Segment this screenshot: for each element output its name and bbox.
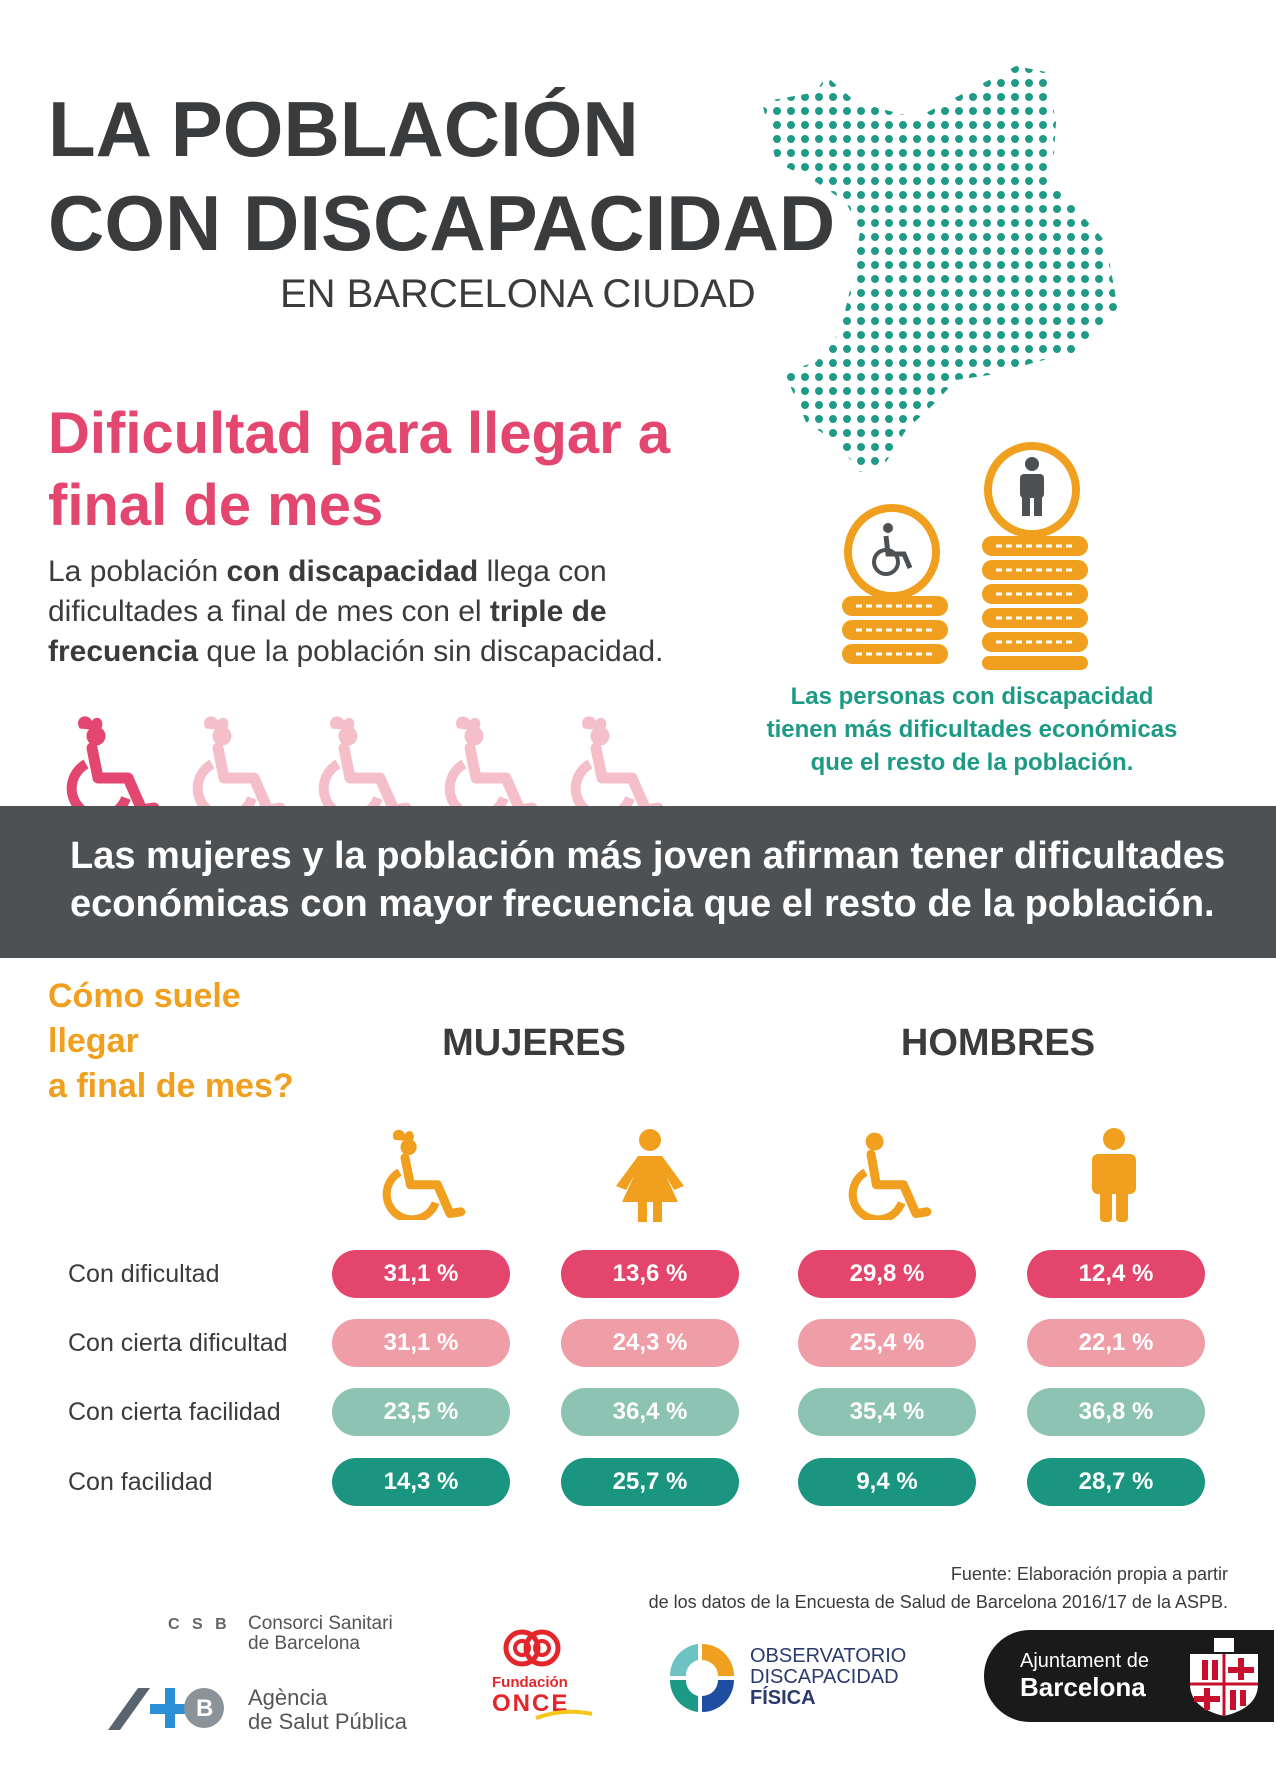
wheelchair-icon <box>848 1132 932 1220</box>
odf-line-1: OBSERVATORIO <box>750 1645 907 1667</box>
row-label-con-facilidad: Con facilidad <box>68 1468 213 1496</box>
value-pill: 22,1 % <box>1027 1319 1205 1367</box>
coin-stack-icon <box>842 442 1088 670</box>
once-swoosh-icon <box>535 1709 593 1720</box>
value-pill: 29,8 % <box>798 1250 976 1298</box>
intro-bold-2: triple de frecuencia <box>48 595 607 668</box>
value-pill: 23,5 % <box>332 1388 510 1436</box>
value-pill: 12,4 % <box>1027 1250 1205 1298</box>
value-pill: 9,4 % <box>798 1458 976 1506</box>
value-pill: 28,7 % <box>1027 1458 1205 1506</box>
wheelchair-icon <box>576 717 658 817</box>
section-heading-line-1: Dificultad para llegar a <box>48 401 671 466</box>
coins-caption-line-2: tienen más dificultades económicas <box>766 716 1178 743</box>
intro-bold-1: con discapacidad <box>226 555 479 588</box>
value-pill: 31,1 % <box>332 1319 510 1367</box>
source-note: Fuente: Elaboración propia a partir de l… <box>649 1560 1228 1616</box>
value-pill: 36,8 % <box>1027 1388 1205 1436</box>
ajb-line-2: Barcelona <box>1020 1672 1146 1702</box>
intro-text-1: La población <box>48 555 227 588</box>
wheelchair-icon <box>450 717 532 817</box>
source-line-1: Fuente: Elaboración propia a partir <box>950 1564 1228 1584</box>
title-line-2: CON DISCAPACIDAD <box>48 179 836 267</box>
once-logo-icon <box>503 1629 561 1667</box>
section-heading-line-2: final de mes <box>48 473 384 538</box>
svg-text:B: B <box>196 1695 213 1722</box>
aspb-logo-icon: B <box>108 1688 224 1730</box>
csb-logo-text: Consorci Sanitari de Barcelona <box>248 1614 393 1654</box>
value-pill: 25,4 % <box>798 1319 976 1367</box>
question-line-1: Cómo suele <box>48 977 241 1015</box>
section-heading: Dificultad para llegar a final de mes <box>48 398 728 542</box>
intro-text-3: que la población sin discapacidad. <box>198 635 664 668</box>
group-header-men: HOMBRES <box>900 1022 1096 1064</box>
observatorio-logo-icon <box>669 1644 734 1712</box>
ajb-line-1: Ajuntament de <box>1020 1650 1149 1672</box>
row-label-cierta-dificultad: Con cierta dificultad <box>68 1329 288 1357</box>
csb-line-1: Consorci Sanitari <box>248 1613 393 1634</box>
value-pill: 13,6 % <box>561 1250 739 1298</box>
ajuntament-logo-text: Ajuntament de Barcelona <box>1020 1648 1149 1700</box>
intro-paragraph: La población con discapacidad llega con … <box>48 552 748 672</box>
csb-logo-mark: C S B <box>168 1616 231 1633</box>
wheelchair-icon <box>382 1129 466 1220</box>
coins-caption-line-1: Las personas con discapacidad <box>790 683 1154 710</box>
value-pill: 36,4 % <box>561 1388 739 1436</box>
banner-line-2: económicas con mayor frecuencia que el r… <box>70 883 1215 925</box>
odf-line-3: FÍSICA <box>750 1687 816 1709</box>
barcelona-shield-icon <box>1190 1638 1258 1716</box>
page-title: LA POBLACIÓN CON DISCAPACIDAD <box>48 82 835 270</box>
source-line-2: de los datos de la Encuesta de Salud de … <box>648 1592 1228 1612</box>
group-header-women: MUJERES <box>442 1022 626 1064</box>
highlight-banner <box>0 806 1276 958</box>
woman-icon <box>616 1129 684 1222</box>
aspb-logo-text: Agència de Salut Pública <box>248 1686 407 1734</box>
coins-caption: Las personas con discapacidad tienen más… <box>732 680 1212 779</box>
value-pill: 31,1 % <box>332 1250 510 1298</box>
title-line-1: LA POBLACIÓN <box>48 85 639 173</box>
banner-line-1: Las mujeres y la población más joven afi… <box>70 835 1226 877</box>
wheelchair-icon <box>198 717 280 817</box>
odf-line-2: DISCAPACIDAD <box>750 1666 899 1688</box>
row-label-con-dificultad: Con dificultad <box>68 1260 220 1288</box>
coins-caption-line-3: que el resto de la población. <box>810 749 1134 776</box>
value-pill: 25,7 % <box>561 1458 739 1506</box>
banner-text: Las mujeres y la población más joven afi… <box>70 832 1250 928</box>
table-question: Cómo suele llegar a final de mes? <box>48 974 294 1109</box>
page-subtitle: EN BARCELONA CIUDAD <box>280 272 756 316</box>
observatorio-logo-text: OBSERVATORIO DISCAPACIDAD FÍSICA <box>750 1646 906 1709</box>
question-line-2: llegar <box>48 1022 139 1060</box>
barcelona-map-icon <box>762 66 1118 472</box>
csb-line-2: de Barcelona <box>248 1633 360 1654</box>
value-pill: 24,3 % <box>561 1319 739 1367</box>
once-line-1: Fundación <box>492 1674 568 1691</box>
aspb-line-1: Agència <box>248 1685 328 1710</box>
wheelchair-icon <box>324 717 406 817</box>
value-pill: 14,3 % <box>332 1458 510 1506</box>
wheelchair-icon <box>72 717 154 817</box>
man-icon <box>1092 1128 1136 1222</box>
value-pill: 35,4 % <box>798 1388 976 1436</box>
intro-text-2: llega con dificultades a final de mes co… <box>48 555 607 628</box>
aspb-line-2: de Salut Pública <box>248 1709 407 1734</box>
question-line-3: a final de mes? <box>48 1067 294 1105</box>
row-label-cierta-facilidad: Con cierta facilidad <box>68 1398 281 1426</box>
